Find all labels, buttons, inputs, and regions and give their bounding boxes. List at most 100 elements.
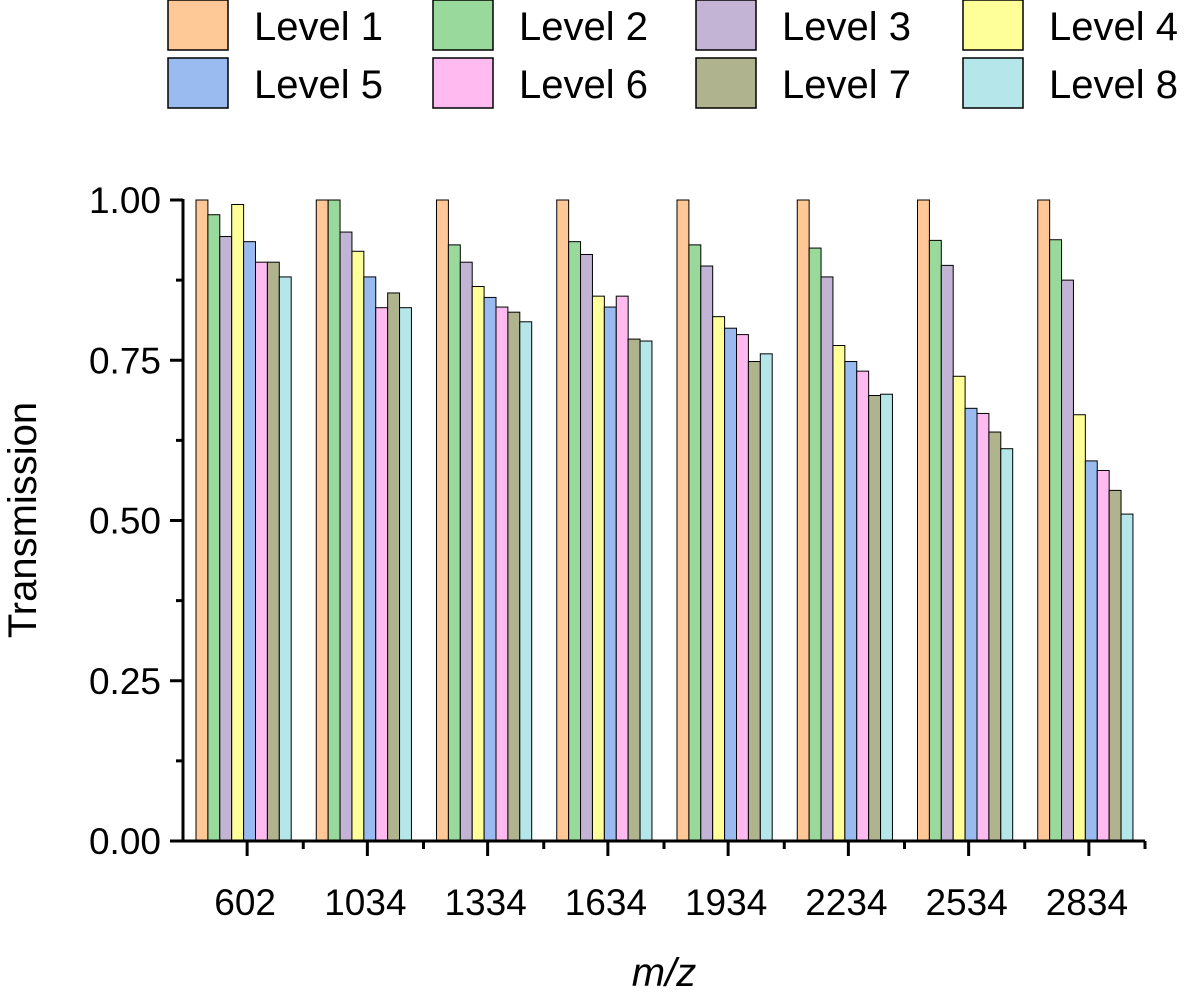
bar-level-2-1934 — [688, 244, 702, 842]
y-tick-label: 0.50 — [89, 501, 161, 542]
y-tick-label: 0.00 — [89, 821, 161, 862]
bar-level-2-602 — [207, 214, 221, 842]
bar-level-5-2534 — [964, 407, 978, 842]
bar-level-1-1034 — [315, 199, 329, 842]
bar-level-6-1934 — [736, 334, 749, 842]
bar-level-7-1334 — [507, 311, 521, 842]
bar-level-6-2534 — [976, 412, 990, 842]
bar-level-8-2834 — [1120, 513, 1134, 842]
bar-level-7-2534 — [988, 431, 1002, 842]
legend-swatch — [695, 0, 757, 51]
bar-level-5-2234 — [844, 361, 858, 842]
legend-label: Level 3 — [782, 5, 911, 49]
bar-level-2-2234 — [808, 247, 822, 842]
bar-level-5-2834 — [1084, 460, 1098, 842]
bar-level-4-1934 — [712, 316, 726, 842]
y-tick-label: 1.00 — [89, 180, 161, 221]
bar-level-8-1934 — [759, 353, 773, 842]
bar-level-6-1634 — [615, 295, 629, 842]
x-axis-title: m/z — [632, 951, 696, 994]
legend-swatch — [695, 57, 757, 109]
x-tick-label: 1634 — [565, 882, 647, 923]
bar-level-8-1634 — [639, 340, 653, 842]
bar-level-4-2234 — [832, 345, 846, 842]
legend-swatch — [432, 57, 494, 109]
bar-level-4-1334 — [471, 286, 485, 842]
x-tick-label: 2234 — [805, 882, 887, 923]
bar-level-3-2234 — [820, 276, 834, 842]
bars — [195, 199, 1134, 842]
bar-level-7-2234 — [868, 395, 882, 842]
legend-label: Level 4 — [1049, 5, 1178, 49]
bar-level-8-1334 — [519, 321, 533, 842]
bar-level-4-1034 — [351, 250, 365, 842]
legend-swatch — [167, 57, 229, 109]
bar-level-1-1334 — [436, 199, 449, 842]
legend-item-level-3: Level 3 — [695, 0, 911, 51]
axes: 0.00 0.25 0.50 0.75 1.00 602 1034 1334 1634 1934 2… — [89, 180, 1147, 923]
bar-level-3-602 — [219, 236, 233, 842]
legend: Level 1 Level 2 Level 3 Level 4 Level 5 Level… — [167, 0, 1178, 109]
bar-level-7-2834 — [1108, 489, 1122, 842]
legend-label: Level 2 — [519, 5, 648, 49]
bar-level-8-1034 — [399, 307, 412, 842]
bar-level-1-1934 — [676, 199, 690, 842]
legend-swatch — [432, 0, 494, 51]
x-tick-label: 1334 — [444, 882, 526, 923]
bar-level-5-1034 — [363, 276, 377, 842]
legend-item-level-8: Level 8 — [962, 57, 1178, 109]
bar-level-4-2834 — [1072, 414, 1086, 842]
bar-level-6-1034 — [375, 307, 389, 842]
x-tick-label: 1034 — [324, 882, 406, 923]
bar-level-2-1334 — [447, 244, 461, 842]
bar-level-2-2534 — [928, 239, 942, 842]
bar-level-6-602 — [255, 261, 268, 842]
bar-level-6-2234 — [856, 370, 870, 842]
bar-level-1-2834 — [1037, 199, 1051, 842]
bar-level-5-1934 — [724, 327, 737, 842]
legend-swatch — [167, 0, 229, 51]
bar-level-5-1634 — [603, 306, 617, 842]
bar-level-6-2834 — [1096, 470, 1110, 842]
bar-level-3-1334 — [459, 261, 473, 842]
bar-level-6-1334 — [495, 306, 509, 842]
bar-level-3-2834 — [1061, 279, 1074, 842]
x-tick-label: 2534 — [925, 882, 1007, 923]
bar-level-2-2834 — [1049, 239, 1063, 842]
bar-level-7-1034 — [387, 292, 401, 842]
legend-item-level-4: Level 4 — [962, 0, 1178, 51]
bar-level-4-2534 — [952, 375, 966, 842]
legend-label: Level 5 — [254, 63, 383, 107]
bar-level-4-1634 — [591, 295, 605, 842]
bar-level-8-2234 — [880, 393, 893, 842]
legend-item-level-5: Level 5 — [167, 57, 383, 109]
bar-level-7-1934 — [747, 361, 761, 842]
bar-level-3-1034 — [339, 231, 353, 842]
bar-level-1-2534 — [917, 199, 930, 842]
legend-item-level-2: Level 2 — [432, 0, 648, 51]
legend-label: Level 8 — [1049, 63, 1178, 107]
legend-item-level-7: Level 7 — [695, 57, 911, 109]
y-tick-label: 0.75 — [89, 340, 161, 381]
legend-item-level-6: Level 6 — [432, 57, 648, 109]
y-tick-label: 0.25 — [89, 661, 161, 702]
bar-level-3-1934 — [700, 265, 714, 842]
bar-level-4-602 — [231, 203, 245, 842]
bar-level-5-1334 — [483, 296, 497, 842]
bar-level-1-602 — [195, 199, 209, 842]
bar-level-8-602 — [278, 276, 292, 842]
legend-label: Level 7 — [782, 63, 911, 107]
bar-level-3-2534 — [940, 264, 954, 842]
bar-level-1-2234 — [796, 199, 810, 842]
bar-level-7-602 — [266, 261, 280, 842]
bar-level-7-1634 — [627, 338, 641, 842]
legend-label: Level 1 — [254, 5, 383, 49]
bar-level-5-602 — [243, 241, 257, 842]
x-tick-label: 1934 — [685, 882, 767, 923]
legend-swatch — [962, 0, 1024, 51]
legend-item-level-1: Level 1 — [167, 0, 383, 51]
y-axis-title: Transmission — [1, 402, 45, 638]
legend-swatch — [962, 57, 1024, 109]
legend-label: Level 6 — [519, 63, 648, 107]
